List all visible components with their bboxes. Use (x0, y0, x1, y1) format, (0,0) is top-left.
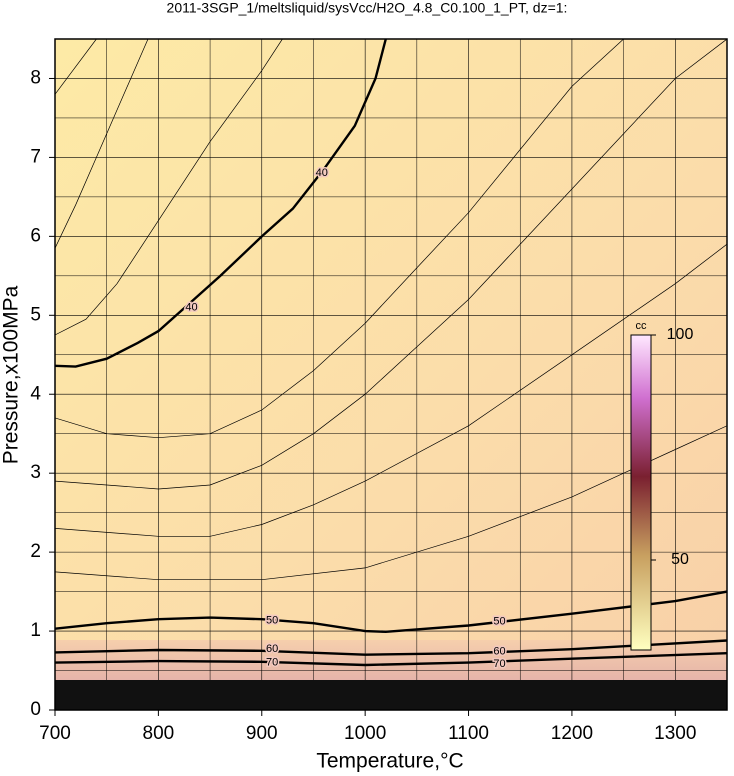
y-tick-label: 1 (30, 620, 41, 641)
contour-line (55, 39, 727, 490)
colorbar (630, 334, 652, 651)
x-tick-label: 1100 (448, 723, 489, 744)
y-tick-label: 6 (30, 225, 41, 246)
background (55, 39, 727, 710)
contour-line (55, 590, 727, 634)
colorbar-tick-label: 100 (667, 326, 694, 343)
contour-line (55, 39, 97, 95)
y-tick-label: 0 (30, 699, 41, 720)
contour-line (55, 39, 624, 439)
y-tick-label: 7 (30, 146, 41, 167)
contour-line (55, 39, 387, 368)
x-tick-label: 1000 (344, 723, 386, 744)
y-tick-label: 2 (30, 541, 41, 562)
y-tick-label: 4 (30, 383, 41, 404)
contour-line (55, 652, 727, 667)
colorbar-label: cc (636, 320, 648, 332)
x-tick-label: 1300 (654, 723, 696, 744)
grid (55, 39, 727, 710)
contour-label: 70 (493, 658, 505, 670)
colorbar-tick-label: 50 (671, 551, 689, 568)
contour-line (55, 639, 727, 656)
plot-frame (54, 38, 728, 711)
contour-line (55, 243, 727, 537)
chart-title: 2011-3SGP_1/meltsliquid/sysVcc/H2O_4.8_C… (167, 0, 568, 16)
dense-contours (55, 680, 727, 710)
contour-label: 70 (266, 657, 278, 669)
contour-line (55, 39, 283, 336)
contour-label: 60 (266, 643, 278, 655)
y-tick-label: 3 (30, 462, 41, 483)
x-tick-label: 900 (246, 723, 278, 744)
contour-line (55, 425, 727, 581)
x-tick-label: 800 (143, 723, 175, 744)
contour-label: 40 (316, 167, 328, 179)
x-tick-label: 700 (39, 723, 71, 744)
x-axis-label: Temperature,°C (316, 750, 463, 773)
contour-label: 50 (266, 615, 278, 627)
contour-label: 60 (493, 645, 505, 657)
x-tick-label: 1200 (551, 723, 593, 744)
contour-label: 40 (185, 301, 197, 313)
y-tick-label: 5 (30, 304, 41, 325)
contour-line (55, 39, 149, 249)
y-tick-label: 8 (30, 67, 41, 88)
y-axis-label: Pressure,x100MPa (0, 285, 23, 464)
contour-label: 50 (493, 615, 505, 627)
